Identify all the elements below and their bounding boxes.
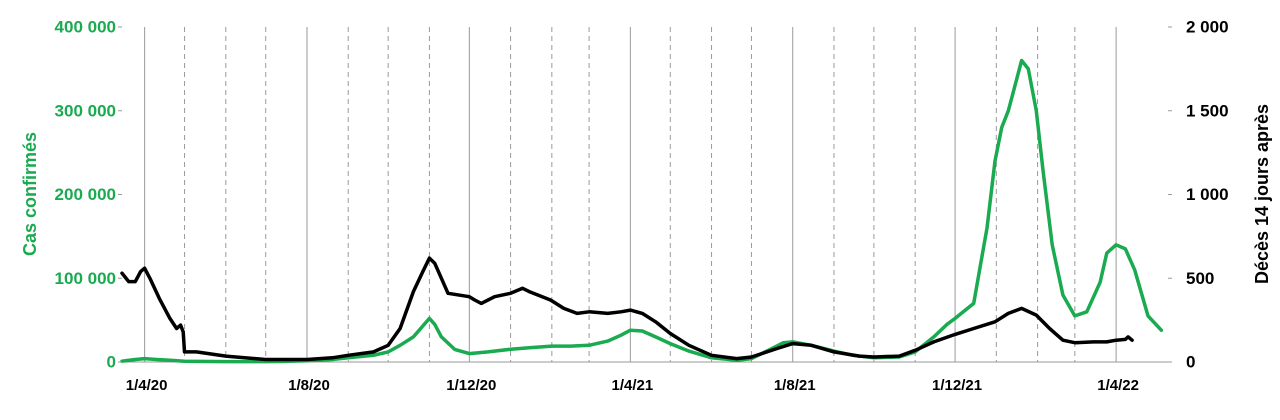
right-y-tick-label: 0 (1186, 353, 1195, 372)
left-y-tick-label: 200 000 (55, 185, 116, 204)
left-y-tick-label: 300 000 (55, 101, 116, 120)
x-tick-label: 1/4/21 (612, 377, 654, 394)
right-y-axis-title: Décès 14 jours après (1252, 104, 1272, 284)
x-axis-ticks: 1/4/20 1/8/20 1/12/20 1/4/21 1/8/21 1/12/21 1/… (126, 377, 1139, 394)
series-layer (120, 58, 1164, 364)
cases-series-line (120, 58, 1164, 364)
x-tick-label: 1/12/20 (446, 377, 496, 394)
deaths-series-line (120, 256, 1134, 362)
right-y-tick-label: 500 (1186, 269, 1214, 288)
left-y-tick-label: 100 000 (55, 269, 116, 288)
x-tick-label: 1/4/22 (1097, 377, 1139, 394)
left-y-axis-title: Cas confirmés (20, 132, 40, 256)
right-y-tick-label: 1 000 (1186, 185, 1229, 204)
right-y-tick-label: 2 000 (1186, 18, 1229, 37)
right-y-tick-label: 1 500 (1186, 101, 1229, 120)
left-y-tick-label: 400 000 (55, 18, 116, 37)
x-tick-label: 1/8/20 (288, 377, 330, 394)
x-tick-label: 1/8/21 (774, 377, 816, 394)
left-y-tick-label: 0 (107, 353, 116, 372)
gridlines (144, 27, 1117, 362)
x-tick-label: 1/12/21 (932, 377, 982, 394)
x-tick-label: 1/4/20 (126, 377, 168, 394)
right-y-axis-ticks: 0 500 1 000 1 500 2 000 (1168, 18, 1229, 372)
left-y-axis-ticks: 0 100 000 200 000 300 000 400 000 (55, 18, 122, 372)
